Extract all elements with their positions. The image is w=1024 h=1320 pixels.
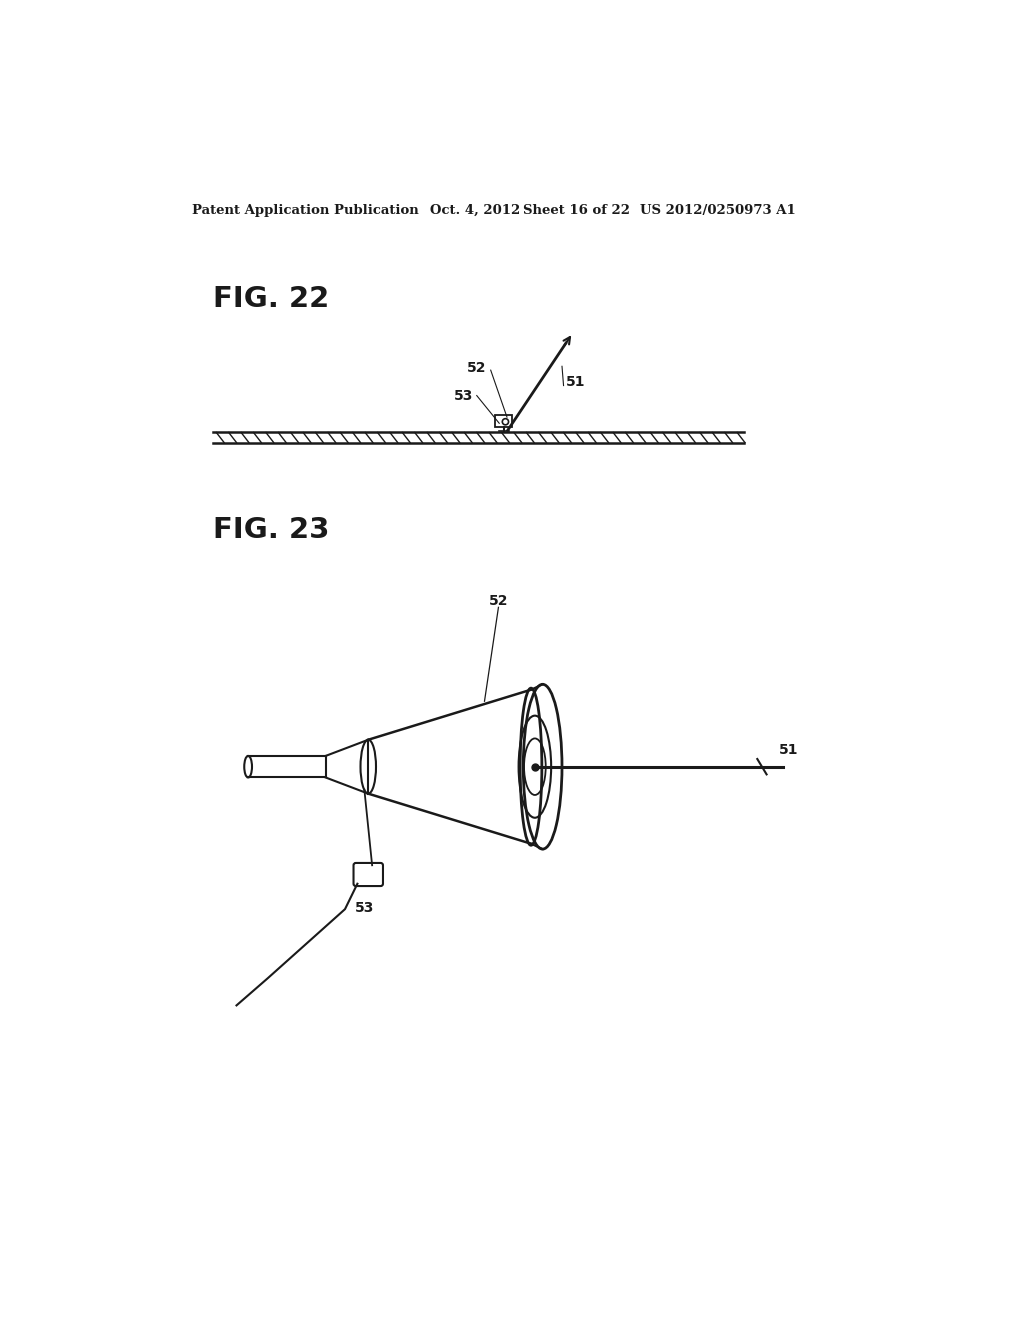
- Text: 51: 51: [779, 743, 799, 756]
- Text: Oct. 4, 2012: Oct. 4, 2012: [430, 205, 520, 218]
- Text: 53: 53: [454, 388, 473, 403]
- FancyBboxPatch shape: [353, 863, 383, 886]
- Text: Sheet 16 of 22: Sheet 16 of 22: [523, 205, 630, 218]
- Text: 52: 52: [488, 594, 508, 609]
- Text: Patent Application Publication: Patent Application Publication: [191, 205, 418, 218]
- Text: FIG. 22: FIG. 22: [213, 285, 330, 313]
- Text: US 2012/0250973 A1: US 2012/0250973 A1: [640, 205, 796, 218]
- Bar: [496, 414, 512, 428]
- Text: 52: 52: [467, 360, 486, 375]
- Text: FIG. 23: FIG. 23: [213, 516, 330, 544]
- Text: 51: 51: [566, 375, 586, 388]
- Text: 53: 53: [354, 900, 374, 915]
